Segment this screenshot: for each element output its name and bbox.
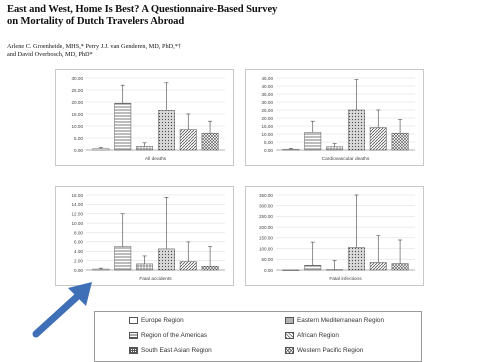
bar-western-pacific [391,132,409,151]
x-axis-label: Cardiovascular deaths [322,156,370,162]
chart-cardiovascular-deaths-svg: 45.00 40.00 35.00 30.00 25.00 20.00 15.00 10.00… [262,76,415,162]
legend-label: Europe Region [141,317,184,324]
x-axis-label: Fatal infections [329,276,362,282]
authors-line-1: Arlene C. Groenheide, MHS,* Perry J.J. v… [7,43,182,50]
blue-arrow-icon [32,282,92,338]
bar-eastern-mediterranean [347,247,365,271]
bar-eastern-mediterranean [157,110,175,151]
y-tick-label: 10.00 [72,221,84,226]
bar-region-of-the-americas [114,102,132,151]
bar-western-pacific [391,263,409,271]
bar-eastern-mediterranean [157,248,175,271]
paper-title: East and West, Home Is Best? A Questionn… [7,4,467,28]
y-tick-label: 5.00 [264,140,273,145]
y-tick-label: 5.00 [74,136,83,141]
y-tick-label: 6.00 [74,240,83,245]
y-tick-label: 200.00 [259,225,273,230]
bar-african [179,129,197,151]
bar-south-east-asia [136,263,154,271]
chart-legend: Europe Region Eastern Mediterranean Regi… [94,311,422,362]
legend-item-eastern-mediterranean: Eastern Mediterranean Region [285,316,384,326]
bar-europe [92,268,110,271]
y-tick-label: 0.00 [264,148,273,153]
legend-swatch-americas [129,331,138,339]
y-tick-label: 25.00 [262,108,274,113]
bar-region-of-the-americas [114,246,132,271]
bar-europe [92,148,110,151]
y-tick-label: 0.00 [264,268,273,273]
legend-swatch-western-pacific [285,346,294,354]
y-tick-label: 0.00 [74,268,83,273]
y-tick-label: 20.00 [72,100,84,105]
y-tick-label: 100.00 [259,246,273,251]
legend-swatch-europe [129,316,138,324]
legend-swatch-south-east-asia [129,346,138,354]
bar-western-pacific [201,132,219,151]
y-tick-label: 30.00 [262,100,274,105]
legend-label: Western Pacific Region [297,347,364,354]
y-tick-label: 10.00 [72,124,84,129]
paper-title-line-1: East and West, Home Is Best? A Questionn… [7,4,278,15]
y-tick-label: 150.00 [259,236,273,241]
legend-item-african: African Region [285,331,339,341]
y-tick-label: 10.00 [262,132,274,137]
bar-south-east-asia [136,146,154,151]
bar-african [369,127,387,151]
y-tick-label: 20.00 [262,116,274,121]
y-tick-label: 40.00 [262,84,274,89]
bar-south-east-asia [326,146,344,151]
y-tick-label: 4.00 [74,249,83,254]
bar-region-of-the-americas [304,265,322,271]
y-tick-label: 2.00 [74,258,83,263]
bar-europe [282,269,300,271]
bar-south-east-asia [326,269,344,271]
legend-item-europe: Europe Region [129,316,184,326]
bar-african [179,261,197,271]
y-tick-label: 45.00 [262,76,274,81]
legend-item-americas: Region of the Americas [129,331,207,341]
legend-item-western-pacific: Western Pacific Region [285,346,363,356]
legend-swatch-african [285,331,294,339]
y-tick-label: 50.00 [262,257,274,262]
y-tick-label: 14.00 [72,202,84,207]
legend-label: Region of the Americas [141,332,208,339]
legend-swatch-eastern-mediterranean [285,316,294,324]
y-tick-label: 12.00 [72,212,84,217]
y-tick-label: 16.00 [72,193,84,198]
legend-label: African Region [297,332,339,339]
y-tick-label: 15.00 [262,124,274,129]
legend-label: Eastern Mediterranean Region [297,317,385,324]
y-tick-label: 35.00 [262,92,274,97]
chart-fatal-accidents: 16.00 14.00 12.00 10.00 8.00 6.00 4.00 2.00 0.00… [55,186,234,286]
chart-cardiovascular-deaths: 45.00 40.00 35.00 30.00 25.00 20.00 15.00 10.00… [245,69,424,166]
paper-authors: Arlene C. Groenheide, MHS,* Perry J.J. v… [7,43,467,59]
chart-fatal-infections: 350.00 300.00 250.00 200.00 150.00 100.00 50.0… [245,186,424,286]
y-tick-label: 0.00 [74,148,83,153]
x-axis-label: All deaths [145,156,167,162]
authors-line-2: and David Overbosch, MD, PhD* [7,51,93,58]
bar-western-pacific [201,266,219,271]
y-tick-label: 8.00 [74,230,83,235]
y-tick-label: 350.00 [259,193,273,198]
paper-title-line-2: on Mortality of Dutch Travelers Abroad [7,16,185,27]
chart-all-deaths-svg: 30.00 25.00 20.00 15.00 10.00 5.00 0.00 All dea… [72,76,225,162]
bar-eastern-mediterranean [347,109,365,151]
chart-all-deaths: 30.00 25.00 20.00 15.00 10.00 5.00 0.00 All dea… [55,69,234,166]
bar-african [369,262,387,271]
y-tick-label: 15.00 [72,112,84,117]
legend-item-south-east-asia: South East Asian Region [129,346,212,356]
chart-fatal-infections-svg: 350.00 300.00 250.00 200.00 150.00 100.00 50.0… [259,193,415,282]
y-tick-label: 300.00 [259,204,273,209]
y-tick-label: 25.00 [72,88,84,93]
y-tick-label: 250.00 [259,214,273,219]
legend-label: South East Asian Region [141,347,212,354]
bar-region-of-the-americas [304,132,322,151]
y-tick-label: 30.00 [72,76,84,81]
chart-fatal-accidents-svg: 16.00 14.00 12.00 10.00 8.00 6.00 4.00 2.00 0.00… [72,193,225,282]
x-axis-label: Fatal accidents [139,276,172,282]
bar-europe [282,148,300,151]
